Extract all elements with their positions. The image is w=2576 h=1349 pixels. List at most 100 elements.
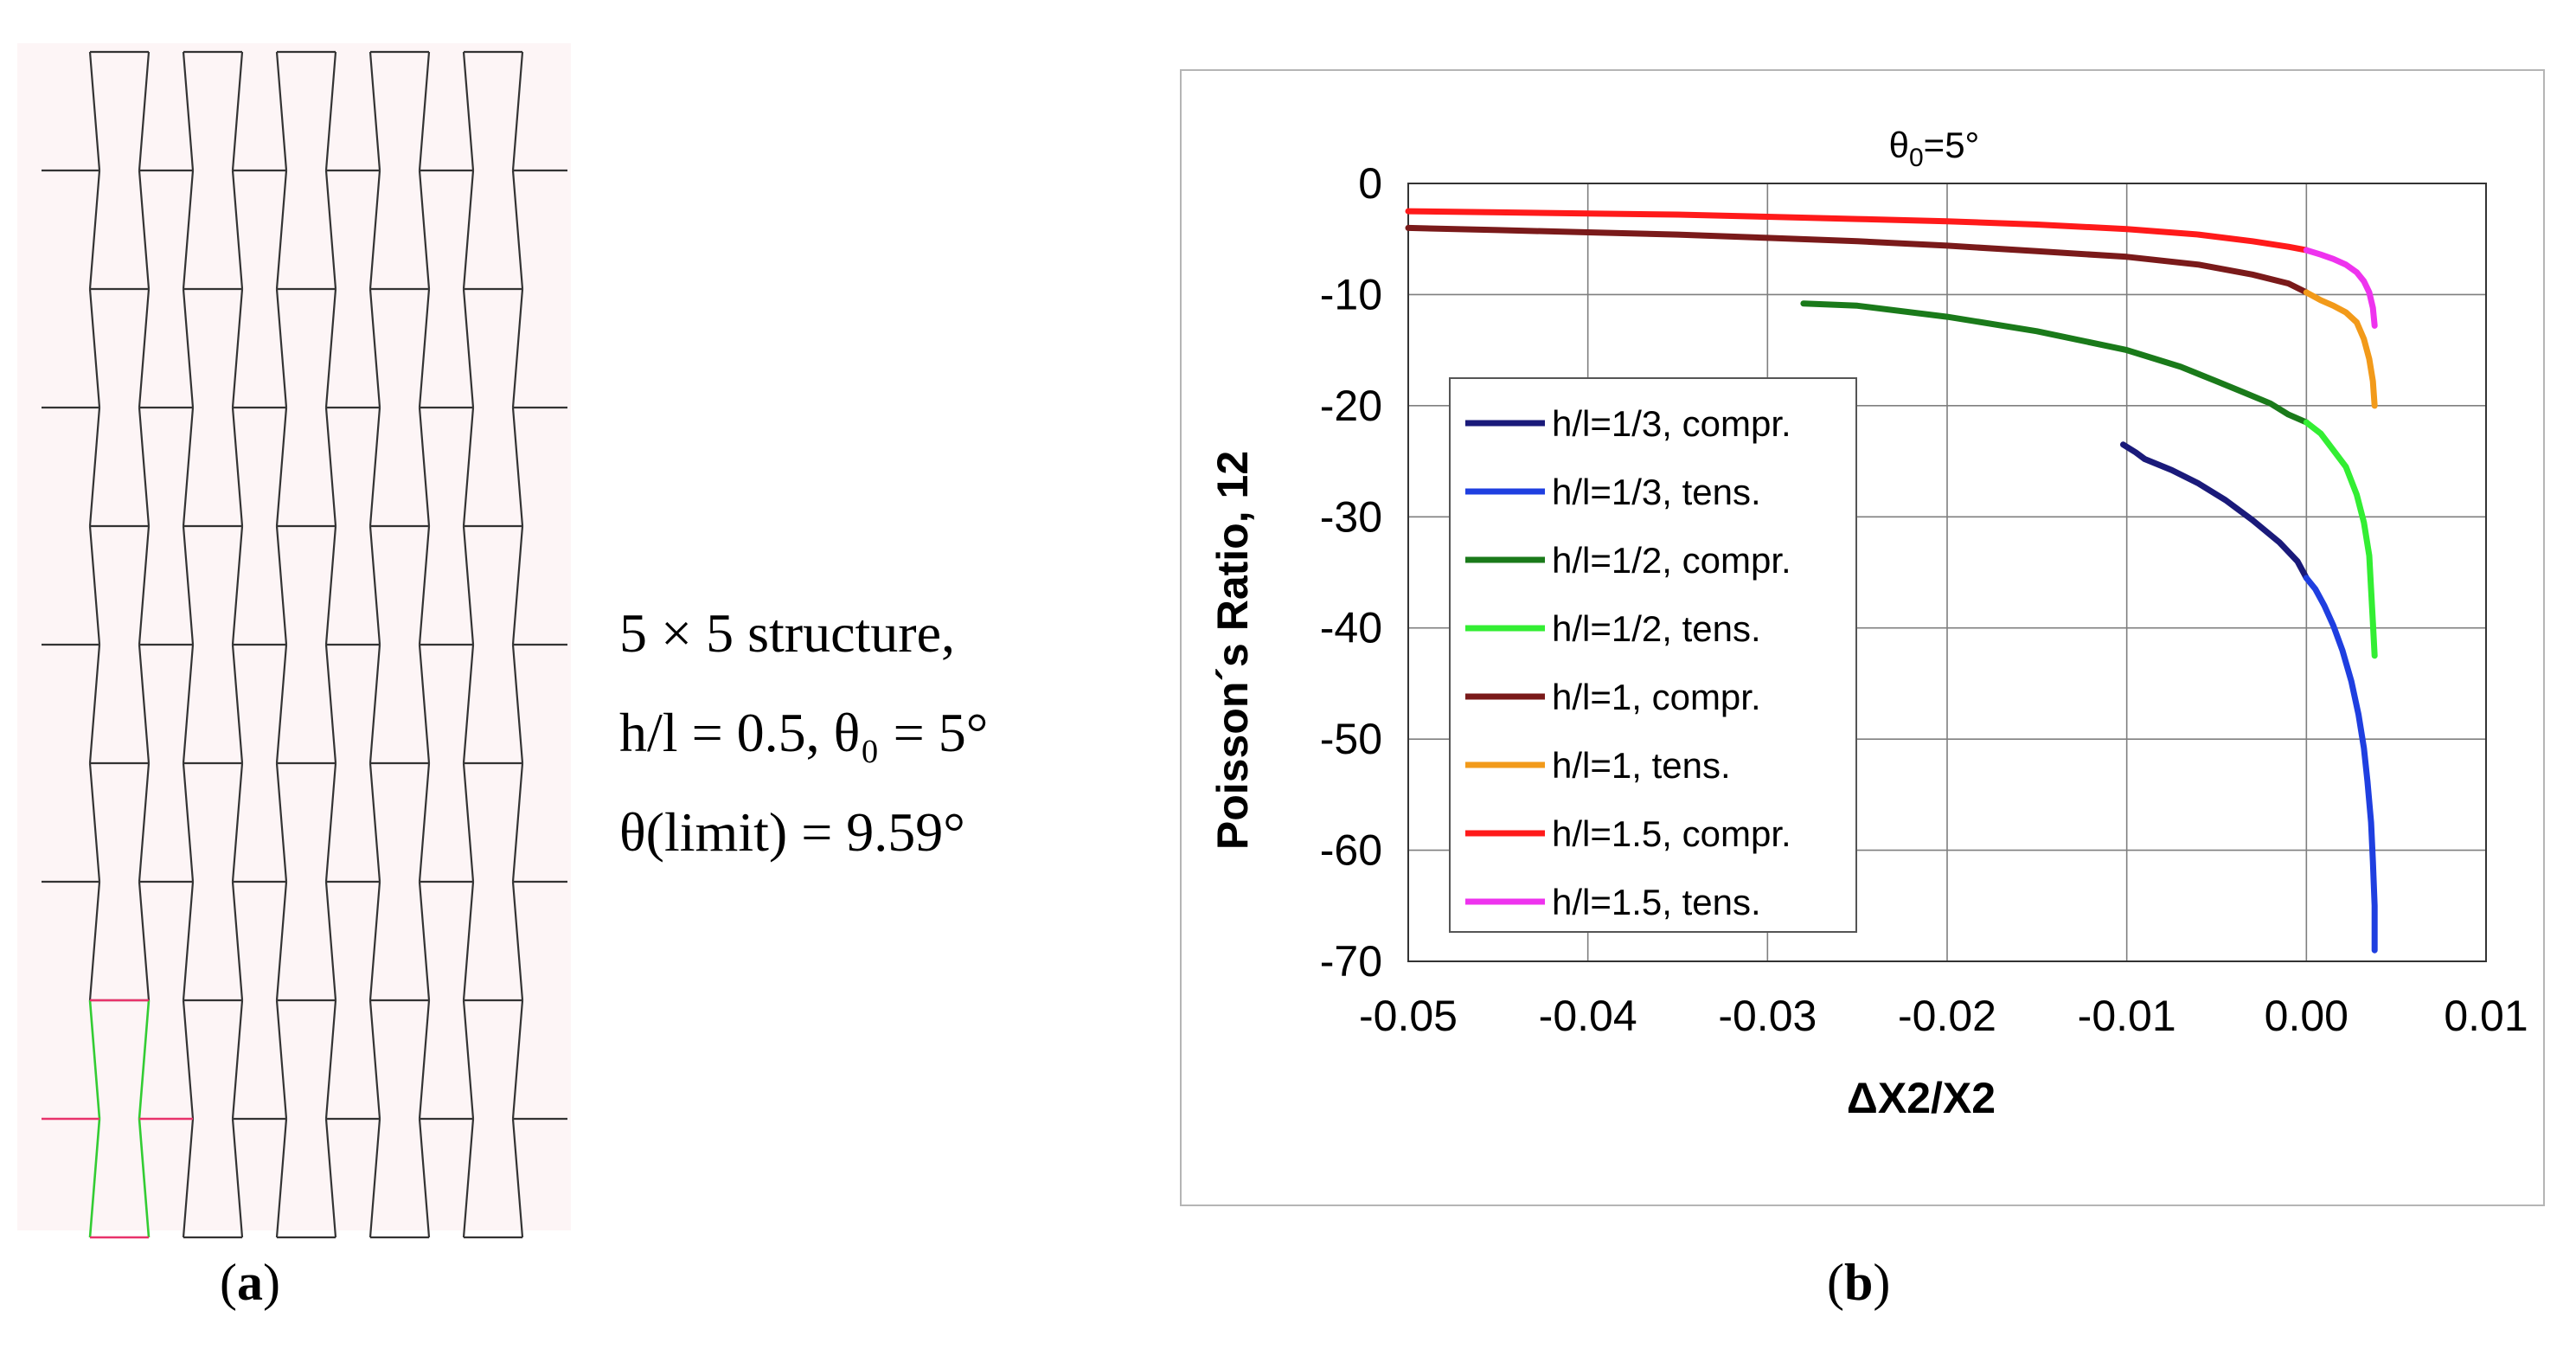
cell-rib	[182, 762, 195, 883]
limit-angle: θ(limit) = 9.59°	[619, 801, 965, 863]
series-lines	[1405, 208, 2378, 954]
cell-rib	[368, 288, 381, 408]
cell-rib	[368, 644, 381, 764]
cell-rib	[324, 999, 337, 1120]
cell-rib	[88, 762, 101, 883]
y-tick-label: 0	[1358, 159, 1382, 208]
cell-rib	[418, 644, 431, 764]
cell-rib	[182, 881, 195, 1001]
cell-rib	[462, 51, 475, 171]
series-line	[1405, 224, 2310, 296]
legend-label: h/l=1.5, tens.	[1552, 882, 1761, 922]
cell-rib	[368, 407, 381, 527]
cell-rib	[462, 644, 475, 764]
series-line	[2120, 441, 2310, 581]
cell-rib	[511, 999, 524, 1120]
cell-rib	[231, 881, 244, 1001]
cell-rib	[138, 881, 151, 1001]
cell-rib	[231, 51, 244, 171]
y-tick-label: -50	[1320, 715, 1382, 763]
cell-rib	[182, 51, 195, 171]
diagram-background	[17, 43, 571, 1230]
cell-rib	[418, 170, 431, 290]
cell-rib	[88, 288, 101, 408]
cell-rib	[462, 1118, 475, 1238]
cell-rib	[88, 881, 101, 1001]
cell-rib	[231, 1118, 244, 1238]
series-line	[1800, 300, 2310, 426]
y-tick-label: -30	[1320, 492, 1382, 541]
cell-rib	[275, 170, 288, 290]
cell-rib	[182, 999, 195, 1120]
y-tick-label: -60	[1320, 826, 1382, 875]
cell-rib	[418, 762, 431, 883]
cell-rib	[511, 762, 524, 883]
series-line	[2303, 419, 2378, 659]
plot-area	[1407, 183, 2487, 962]
cell-rib	[418, 407, 431, 527]
cell-rib	[324, 170, 337, 290]
cell-rib	[418, 51, 431, 171]
cell-rib	[275, 762, 288, 883]
cell-rib	[462, 288, 475, 408]
cell-rib	[88, 170, 101, 290]
x-tick-label: -0.04	[1539, 992, 1637, 1040]
cell-rib	[275, 881, 288, 1001]
cell-rib	[368, 170, 381, 290]
cell-rib	[88, 51, 101, 171]
cell-rib	[324, 407, 337, 527]
x-tick-label: -0.05	[1359, 992, 1458, 1040]
cell-rib	[368, 881, 381, 1001]
x-tick-label: 0.00	[2265, 992, 2349, 1040]
cell-rib	[275, 1118, 288, 1238]
cell-rib	[275, 51, 288, 171]
cell-rib	[324, 1118, 337, 1238]
cell-rib	[511, 525, 524, 646]
cell-rib	[138, 762, 151, 883]
legend-box	[1449, 377, 1857, 933]
cell-rib	[231, 407, 244, 527]
y-tick-label: -40	[1320, 604, 1382, 652]
cell-rib	[324, 288, 337, 408]
series-line	[2303, 575, 2378, 954]
highlighted-unit-cell	[42, 999, 193, 1239]
y-axis-title: Poisson´s Ratio, 12	[1208, 451, 1257, 850]
chart-frame: 0 -10 -20 -30 -40 -50 -60 -70 -0.05 -0.04 -0.03 -0…	[1180, 69, 2545, 1206]
x-tick-labels: -0.05 -0.04 -0.03 -0.02 -0.01 0.00 0.01	[1359, 992, 2528, 1040]
cell-rib	[462, 525, 475, 646]
y-tick-label: -10	[1320, 270, 1382, 318]
cell-rib	[275, 644, 288, 764]
cell-rib	[138, 407, 151, 527]
cell-rib	[462, 762, 475, 883]
cell-rib	[138, 525, 151, 646]
cell-rib	[324, 881, 337, 1001]
cell-rib	[182, 525, 195, 646]
cell-rib	[88, 525, 101, 646]
cell-rib	[275, 407, 288, 527]
x-axis-title: ΔX2/X2	[1847, 1074, 1996, 1122]
x-tick-label: -0.01	[2078, 992, 2176, 1040]
cell-rib	[138, 1118, 151, 1238]
cell-rib	[88, 407, 101, 527]
caption-b: (b)	[1827, 1254, 1891, 1311]
cell-rib	[182, 644, 195, 764]
cell-rib	[368, 999, 381, 1120]
cell-rib	[324, 51, 337, 171]
cell-rib	[88, 1118, 101, 1238]
cell-rib	[231, 999, 244, 1120]
chart-title: θ0=5°	[1889, 125, 1980, 172]
structure-label: 5 × 5 structure,	[619, 602, 955, 664]
cell-rib	[231, 762, 244, 883]
cell-rib	[418, 525, 431, 646]
cell-rib	[511, 407, 524, 527]
cell-rib	[511, 644, 524, 764]
cell-rib	[462, 407, 475, 527]
lattice-lines	[42, 50, 567, 1239]
cell-rib	[418, 881, 431, 1001]
series-line	[2303, 247, 2378, 329]
cell-rib	[182, 288, 195, 408]
geometry-parameters: h/l = 0.5, θ₀ = 5°	[619, 702, 989, 763]
legend-label: h/l=1/3, compr.	[1552, 403, 1791, 444]
structure-diagram	[17, 43, 571, 1239]
cell-rib	[368, 1118, 381, 1238]
